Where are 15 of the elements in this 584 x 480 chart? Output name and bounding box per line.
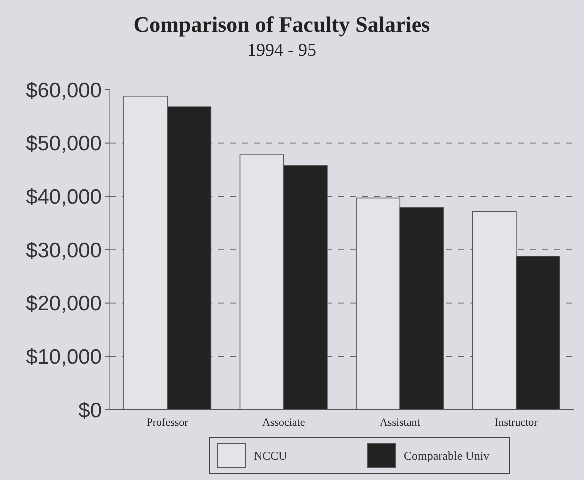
x-tick-label: Associate xyxy=(262,417,306,429)
x-tick-label: Professor xyxy=(146,417,189,429)
y-tick-label: $40,000 xyxy=(26,186,102,210)
x-tick-label: Instructor xyxy=(495,417,538,429)
y-tick-label: $0 xyxy=(78,399,102,422)
y-tick-label: $10,000 xyxy=(26,346,102,370)
y-tick-label: $30,000 xyxy=(26,239,102,262)
y-tick-label: $20,000 xyxy=(26,292,102,316)
chart-title: Comparison of Faculty Salaries xyxy=(134,12,431,37)
legend-label: Comparable Univ xyxy=(404,449,490,464)
y-tick-label: $60,000 xyxy=(26,79,102,102)
y-tick-label: $50,000 xyxy=(26,132,102,156)
chart-subtitle: 1994 - 95 xyxy=(248,40,316,60)
legend-label: NCCU xyxy=(254,449,288,464)
x-tick-label: Assistant xyxy=(380,417,420,429)
